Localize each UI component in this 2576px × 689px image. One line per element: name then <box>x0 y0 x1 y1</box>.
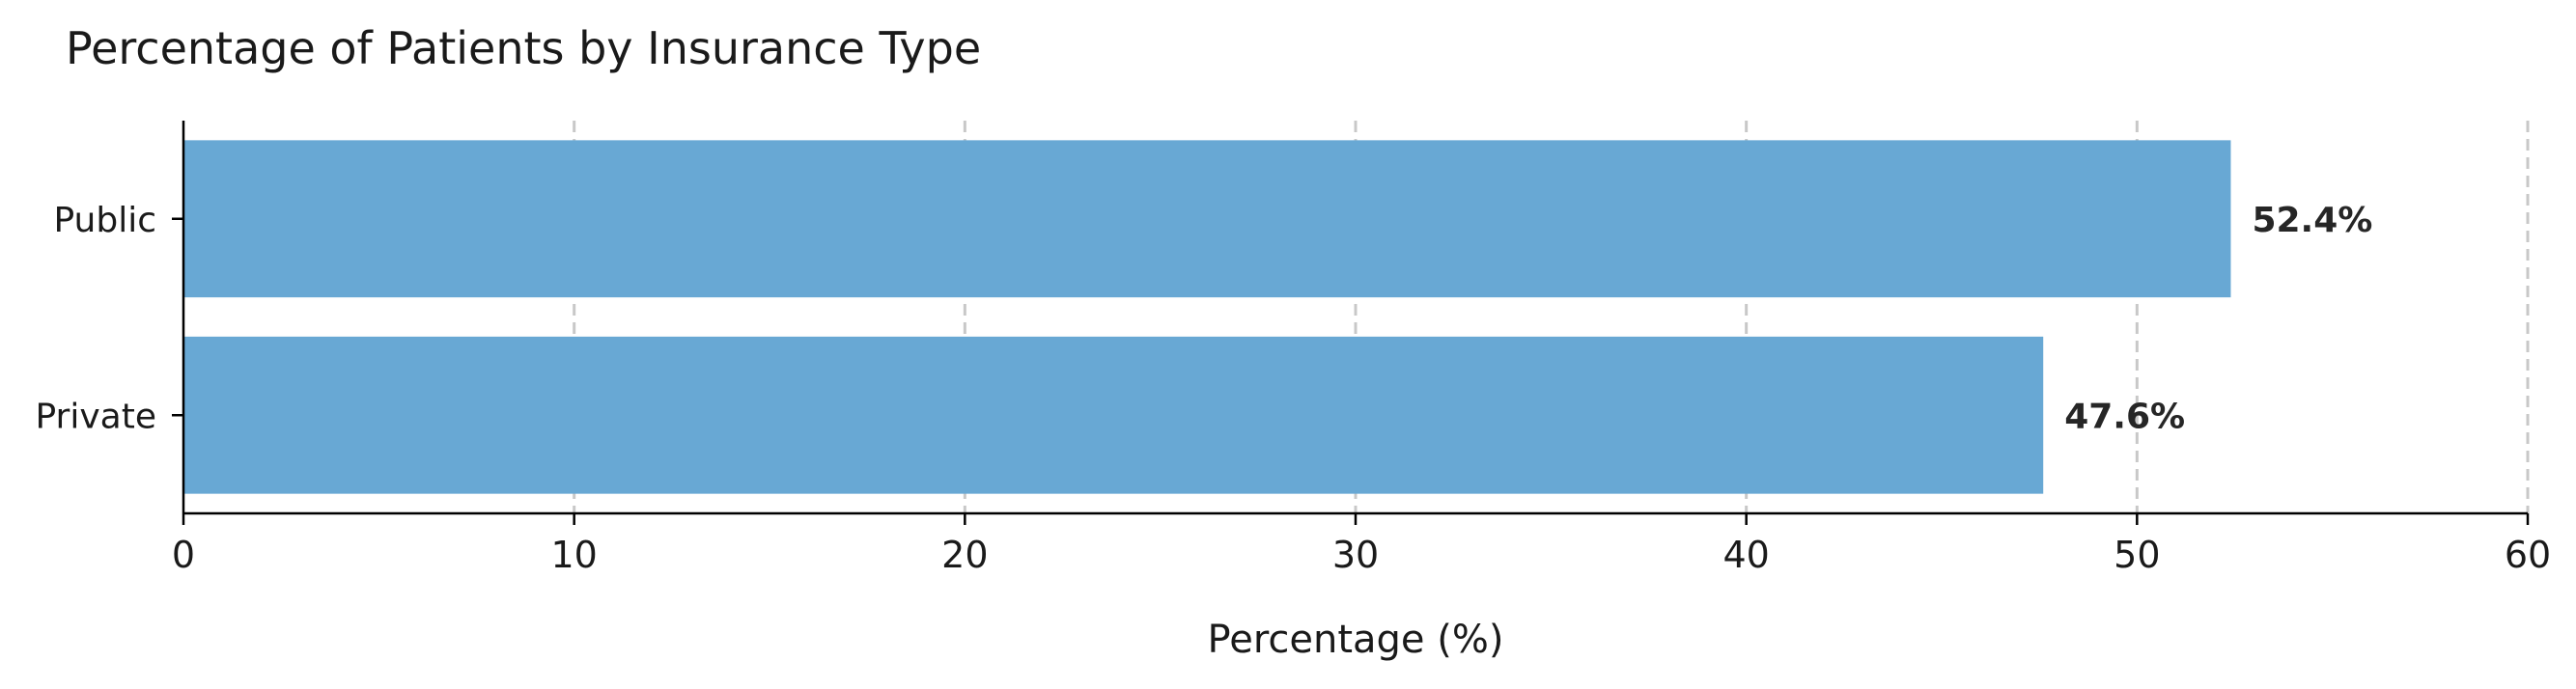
x-tick-label-20: 20 <box>941 534 988 576</box>
data-label-private: 47.6% <box>2064 397 2185 436</box>
y-tick-label-private: Private <box>35 397 156 436</box>
data-label-public: 52.4% <box>2252 201 2372 240</box>
x-tick-label-10: 10 <box>550 534 597 576</box>
x-axis-label: Percentage (%) <box>1208 618 1504 662</box>
x-tick-label-50: 50 <box>2114 534 2160 576</box>
x-tick-label-0: 0 <box>172 534 195 576</box>
x-tick-label-30: 30 <box>1332 534 1379 576</box>
bar-public <box>183 140 2231 298</box>
labels: Percentage of Patients by Insurance Type… <box>35 22 2551 662</box>
bars <box>183 140 2231 494</box>
x-tick-label-60: 60 <box>2505 534 2551 576</box>
chart-title: Percentage of Patients by Insurance Type <box>66 22 981 74</box>
axes <box>172 121 2530 525</box>
y-tick-label-public: Public <box>53 201 156 240</box>
bar-private <box>183 336 2044 494</box>
x-tick-label-40: 40 <box>1722 534 1769 576</box>
